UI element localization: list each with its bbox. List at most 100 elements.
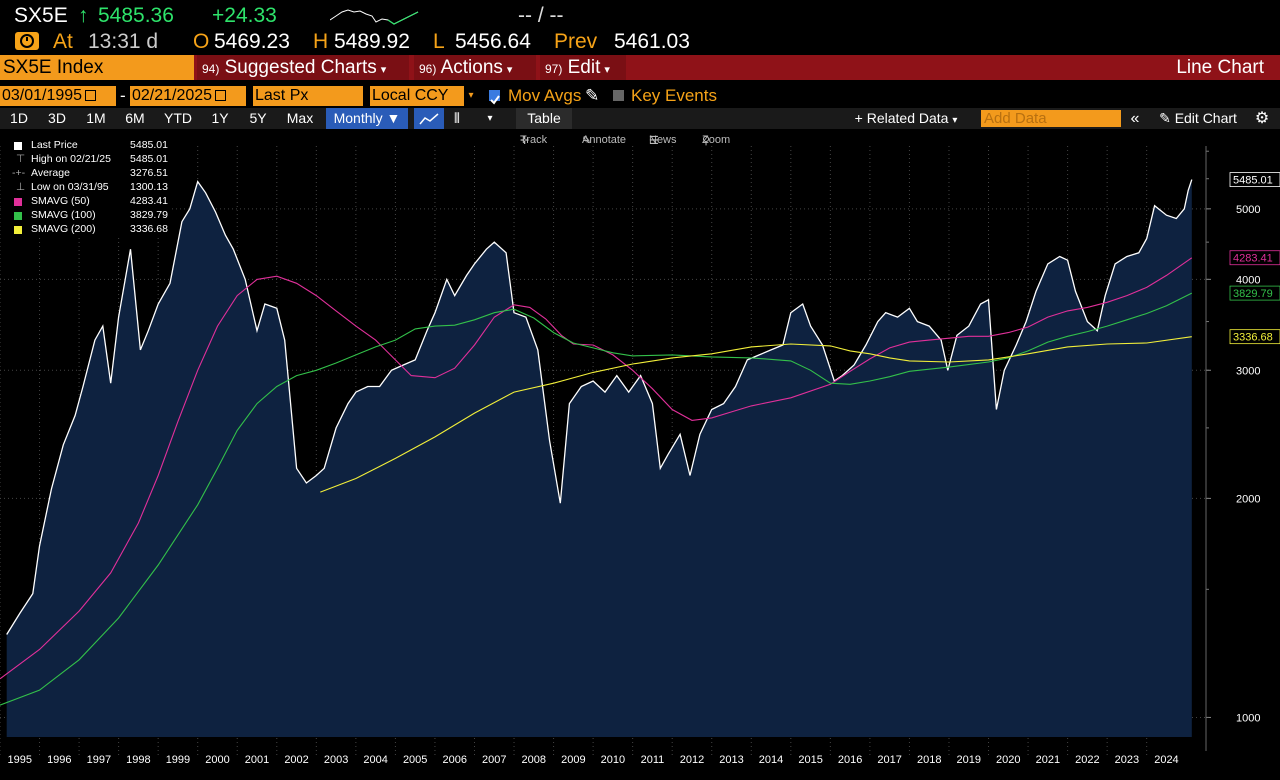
edit-chart-label: Edit Chart [1174, 110, 1237, 126]
date-separator: - [120, 86, 126, 105]
suggested-charts-menu[interactable]: 94) Suggested Charts ▾ [197, 55, 409, 80]
open-label: O [193, 30, 210, 53]
range-1y-button[interactable]: 1Y [211, 110, 229, 126]
actions-number: 96) [419, 62, 437, 76]
caret-down-icon: ▾ [604, 64, 610, 76]
legend-value: 5485.01 [130, 139, 168, 151]
caret-down-icon[interactable]: ▾ [487, 113, 493, 124]
key-events-label[interactable]: Key Events [631, 86, 717, 105]
y-tick-label: 1000 [1236, 712, 1260, 724]
gear-icon[interactable]: ⚙ [1254, 110, 1270, 127]
actions-menu[interactable]: 96) Actions ▾ [414, 55, 536, 80]
collapse-icon[interactable]: « [1130, 110, 1140, 127]
mov-avgs-checkbox[interactable] [489, 90, 500, 105]
last-value-box [1229, 285, 1280, 301]
last-value-label: 4283.41 [1233, 253, 1273, 265]
open-value: 5469.23 [214, 30, 290, 53]
legend-average: -+- Average 3276.51 [4, 167, 172, 181]
range-max-button[interactable]: Max [286, 110, 314, 126]
range-ytd-button[interactable]: YTD [164, 110, 192, 126]
pencil-icon[interactable]: ✎ [585, 86, 600, 105]
chart-tools: ✛ Track ✎ Annotate ☰ News ⚲ Zoom [0, 130, 1280, 147]
legend-low: ⊥ Low on 03/31/95 1300.13 [4, 181, 172, 195]
high-marker-icon: ⊤ [16, 153, 26, 165]
last-price: 5485.36 [98, 4, 174, 27]
currency-value: Local CCY [372, 87, 449, 104]
x-tick-label: 2013 [719, 754, 743, 766]
x-tick-label: 2000 [205, 754, 229, 766]
price-field-select[interactable]: Last Px [253, 86, 363, 106]
x-tick-label: 2010 [601, 754, 625, 766]
x-tick-label: 2005 [403, 754, 427, 766]
parameter-row: 03/01/1995 - 02/21/2025 Last Px Local CC… [0, 86, 1280, 108]
x-tick-label: 2004 [363, 754, 387, 766]
suggested-charts-number: 94) [202, 62, 220, 76]
x-tick-label: 2015 [798, 754, 822, 766]
x-tick-label: 2023 [1115, 754, 1139, 766]
related-data-menu[interactable]: + Related Data ▾ [840, 108, 972, 129]
line-chart-icon[interactable] [414, 108, 444, 129]
y-tick-label: 2000 [1236, 493, 1260, 505]
low-value: 5456.64 [455, 30, 531, 53]
high-label: H [313, 30, 329, 53]
prev-label: Prev [554, 30, 598, 53]
table-button[interactable]: Table [516, 108, 572, 129]
legend-smavg50: SMAVG (50) 4283.41 [4, 195, 172, 209]
legend-label: Average [31, 167, 70, 179]
range-1d-button[interactable]: 1D [10, 110, 28, 126]
edit-menu[interactable]: 97) Edit ▾ [540, 55, 626, 80]
last-value-box [1229, 172, 1280, 187]
series-line-smavg-200 [320, 336, 1192, 493]
range-1m-button[interactable]: 1M [86, 110, 106, 126]
calendar-icon[interactable] [215, 90, 227, 101]
last-value-label: 5485.01 [1233, 175, 1273, 187]
plus-icon: + [854, 110, 863, 126]
calendar-icon[interactable] [85, 90, 97, 101]
low-marker-icon: ⊥ [16, 181, 26, 193]
high-value: 5489.92 [334, 30, 410, 53]
currency-select[interactable]: Local CCY ▾ [370, 86, 478, 106]
range-5y-button[interactable]: 5Y [249, 110, 267, 126]
bid-ask: -- / -- [518, 4, 564, 27]
x-tick-label: 2011 [641, 754, 665, 766]
edit-chart-button[interactable]: ✎ Edit Chart [1150, 108, 1246, 129]
frequency-select[interactable]: Monthly ▼ [326, 108, 408, 129]
range-toolbar: 1D 3D 1M 6M YTD 1Y 5Y Max Monthly ▼ ⫴ ▾ … [0, 108, 1280, 129]
add-data-input[interactable]: Add Data [981, 110, 1121, 127]
caret-down-icon: ▾ [380, 64, 387, 76]
x-tick-label: 1996 [47, 754, 71, 766]
legend-value: 3336.68 [130, 223, 168, 235]
pencil-icon: ✎ [582, 135, 592, 147]
x-tick-label: 2024 [1154, 754, 1178, 766]
legend-swatch [14, 142, 22, 150]
last-value-labels: 5485.01 4283.41 3829.79 3336.68 [1229, 172, 1280, 345]
last-value-label: 3829.79 [1233, 288, 1273, 300]
crosshair-icon: ✛ [520, 135, 530, 147]
suggested-charts-label: Suggested Charts [224, 57, 377, 78]
x-tick-label: 2006 [442, 754, 466, 766]
key-events-checkbox[interactable] [613, 90, 624, 101]
range-3d-button[interactable]: 3D [48, 110, 66, 126]
last-value-label: 3336.68 [1233, 332, 1273, 344]
range-6m-button[interactable]: 6M [125, 110, 145, 126]
end-date-field[interactable]: 02/21/2025 [130, 86, 246, 106]
legend-swatch [14, 212, 22, 220]
mov-avgs-label[interactable]: Mov Avgs [508, 86, 582, 105]
legend-label: SMAVG (200) [31, 223, 96, 235]
series-lines [0, 179, 1193, 706]
prev-value: 5461.03 [614, 30, 690, 53]
security-field[interactable]: SX5E Index [0, 55, 194, 80]
x-tick-label: 2012 [680, 754, 704, 766]
up-arrow-icon: ↑ [78, 4, 89, 27]
legend-swatch [14, 226, 22, 234]
start-date-field[interactable]: 03/01/1995 [0, 86, 116, 106]
x-tick-label: 2008 [522, 754, 546, 766]
x-tick-label: 1998 [126, 754, 150, 766]
edit-label: Edit [567, 57, 601, 78]
track-label: Track [520, 134, 548, 146]
pencil-icon: ✎ [1159, 110, 1171, 126]
bar-chart-icon[interactable]: ⫴ [454, 110, 460, 126]
y-axis: 1000 2000 3000 4000 5000 [1205, 146, 1260, 751]
legend-high: ⊤ High on 02/21/25 5485.01 [4, 153, 172, 167]
